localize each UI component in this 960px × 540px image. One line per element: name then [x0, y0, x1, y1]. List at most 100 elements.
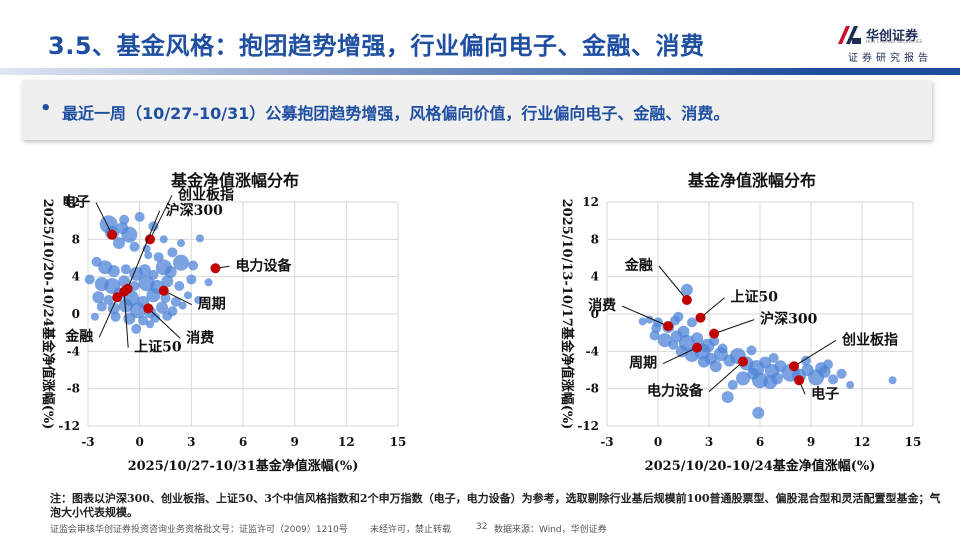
- fund-bubble: [156, 301, 169, 314]
- fund-bubble: [120, 264, 131, 275]
- fund-bubble: [131, 323, 142, 334]
- x-axis-label: 2025/10/20-10/24基金净值涨幅(%): [645, 458, 876, 474]
- x-tick-label: 15: [390, 435, 407, 449]
- x-tick-label: 9: [807, 435, 815, 449]
- fund-bubble: [96, 301, 107, 312]
- index-label: 上证50: [134, 340, 182, 356]
- y-tick-label: 12: [582, 195, 599, 209]
- x-tick-label: 6: [756, 435, 764, 449]
- fund-bubble: [888, 376, 897, 385]
- fund-bubble: [113, 237, 125, 250]
- chart-note: 注：图表以沪深300、创业板指、上证50、3个中信风格指数和2个申万指数（电子，…: [50, 492, 941, 519]
- fund-bubble: [167, 247, 178, 258]
- index-label: 创业板指: [177, 186, 234, 203]
- fund-bubble: [186, 274, 197, 285]
- leader-line: [662, 347, 698, 365]
- fund-bubble: [146, 320, 154, 329]
- y-tick-label: 4: [72, 270, 80, 284]
- x-tick-label: 12: [854, 435, 871, 449]
- x-tick-label: 15: [905, 435, 922, 449]
- leader-line: [793, 339, 837, 367]
- index-marker: [119, 286, 130, 297]
- fund-bubble: [846, 380, 855, 389]
- index-label: 电子: [811, 385, 839, 402]
- fund-bubble: [771, 372, 783, 385]
- y-tick-label: -4: [67, 344, 80, 358]
- fund-bubble: [138, 315, 149, 326]
- fund-bubble: [173, 254, 189, 271]
- x-tick-label: 0: [654, 435, 662, 449]
- fund-bubble: [174, 281, 185, 291]
- fund-bubble: [153, 252, 164, 263]
- report-tag: 证券研究报告: [820, 50, 960, 68]
- index-label: 沪深300: [760, 311, 817, 328]
- fund-bubble: [727, 379, 738, 390]
- y-tick-label: 8: [72, 232, 80, 246]
- index-marker: [681, 295, 692, 305]
- leader-line: [708, 361, 744, 392]
- index-marker: [692, 342, 703, 353]
- fund-bubble: [144, 251, 153, 260]
- x-tick-label: 6: [239, 435, 247, 449]
- index-marker: [663, 321, 674, 332]
- fund-bubble: [709, 336, 720, 347]
- fund-bubble: [697, 355, 710, 368]
- y-axis-label: 2025/10/20-10/24基金净值涨幅(%): [40, 199, 56, 430]
- fund-bubble: [118, 298, 133, 313]
- fund-bubble: [150, 312, 161, 323]
- index-marker: [789, 361, 799, 372]
- data-source: 数据来源：Wind，华创证券: [494, 525, 607, 535]
- fund-bubble: [188, 260, 199, 271]
- fund-bubble: [123, 312, 136, 325]
- fund-bubble: [752, 406, 765, 419]
- fund-bubble: [680, 283, 693, 296]
- index-label: 电子: [62, 194, 90, 211]
- y-axis-label: 2025/10/13-10/17基金净值涨幅(%): [559, 199, 575, 430]
- fund-bubble: [183, 291, 192, 300]
- index-label: 周期: [198, 297, 226, 313]
- leader-line: [147, 308, 181, 339]
- huachuang-logo-icon: [838, 26, 861, 44]
- index-label: 金融: [624, 257, 653, 274]
- fund-bubble: [691, 332, 704, 345]
- index-marker: [107, 229, 118, 240]
- fund-bubble: [103, 295, 114, 305]
- leader-line: [149, 195, 173, 240]
- x-axis-label: 2025/10/27-10/31基金净值涨幅(%): [128, 458, 359, 474]
- fund-bubble: [687, 317, 697, 328]
- x-tick-label: 3: [187, 435, 195, 449]
- fund-bubble: [638, 317, 647, 326]
- leader-line: [123, 291, 129, 348]
- index-label: 周期: [629, 356, 657, 372]
- fund-bubble: [129, 241, 140, 252]
- index-marker: [143, 303, 154, 314]
- scatter-chart-left: 基金净值涨幅分布 -3 0 3 6 9 12 15 12 8 4 0 -4 -8 -12 2025/10/27…: [40, 171, 407, 474]
- y-tick-label: -4: [586, 344, 599, 358]
- leader-line: [700, 297, 725, 319]
- fund-bubble: [746, 345, 757, 356]
- index-label: 金融: [64, 328, 93, 345]
- fund-bubble: [721, 391, 734, 404]
- index-label: 消费: [186, 329, 214, 346]
- scatter-chart-right: 基金净值涨幅分布 -3 0 3 6 9 12 15 12 8 4 0 -4 -8 -12 2025/10/20…: [559, 171, 922, 474]
- fund-bubble: [768, 352, 779, 363]
- leader-line: [95, 202, 113, 235]
- bullet-icon: •: [40, 98, 52, 119]
- page-number: 32: [476, 522, 488, 532]
- fund-bubble: [670, 330, 683, 343]
- fund-bubble: [119, 214, 130, 225]
- leader-line: [98, 296, 118, 338]
- y-tick-label: 0: [72, 307, 80, 321]
- fund-bubble: [195, 234, 204, 243]
- fund-bubble: [170, 296, 181, 307]
- x-tick-label: -3: [600, 435, 613, 449]
- fund-bubble: [800, 355, 811, 366]
- no-repost-text: 未经许可，禁止转载: [370, 525, 452, 535]
- fund-bubble: [162, 310, 173, 321]
- fund-bubble: [836, 368, 847, 379]
- fund-bubble: [736, 371, 750, 386]
- y-tick-label: 0: [591, 307, 599, 321]
- summary-box: [22, 80, 932, 140]
- fund-bubble: [160, 293, 171, 304]
- index-label: 电力设备: [647, 383, 704, 400]
